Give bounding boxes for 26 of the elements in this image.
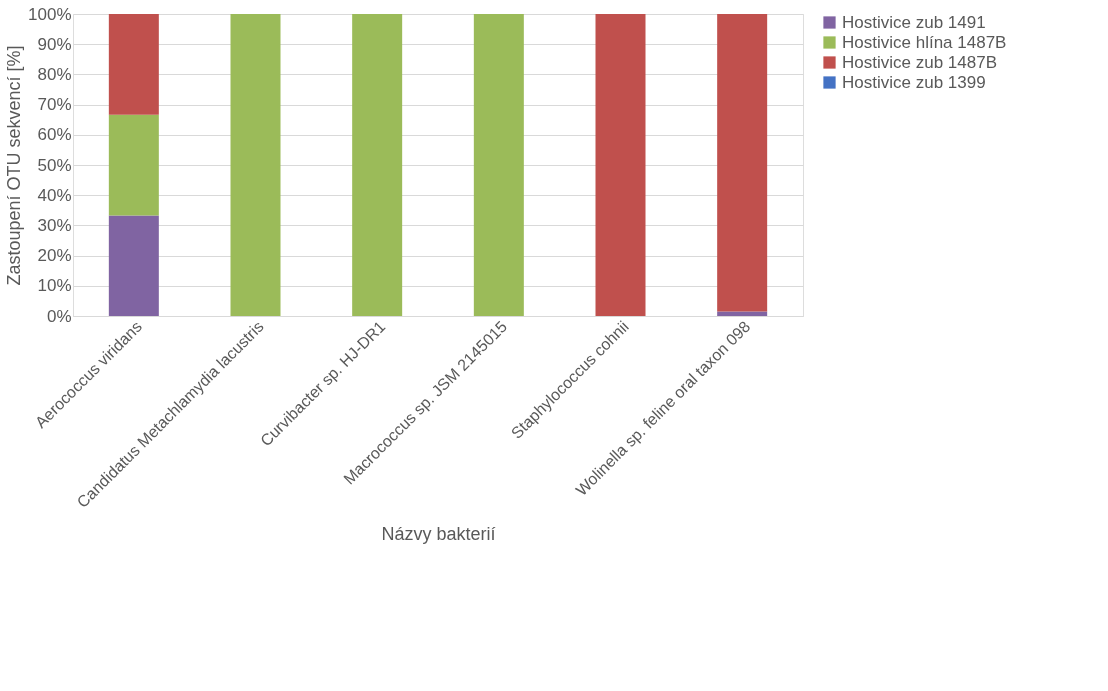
legend-label: Hostivice zub 1487B xyxy=(842,52,997,72)
y-tick-label: 90% xyxy=(37,34,72,54)
y-tick-label: 30% xyxy=(37,215,72,235)
y-axis-title: Zastoupení OTU sekvencí [%] xyxy=(4,45,25,286)
x-axis-title: Názvy bakterií xyxy=(381,523,496,544)
bar xyxy=(108,114,159,216)
y-tick-label: 80% xyxy=(37,64,72,84)
bar xyxy=(230,14,281,316)
bar xyxy=(352,14,403,316)
bar xyxy=(595,14,646,316)
y-tick-label: 70% xyxy=(37,95,72,115)
y-tick-label: 100% xyxy=(28,4,72,24)
legend-label: Hostivice zub 1491 xyxy=(842,12,986,32)
y-tick-label: 60% xyxy=(37,125,72,145)
bar xyxy=(473,14,524,316)
y-tick-label: 20% xyxy=(37,246,72,266)
y-tick-label: 0% xyxy=(46,306,72,326)
bar xyxy=(108,215,159,316)
y-tick-label: 50% xyxy=(37,155,72,175)
y-tick-label: 10% xyxy=(37,276,72,296)
bar xyxy=(108,14,159,115)
legend-label: Hostivice zub 1399 xyxy=(842,72,986,92)
bar xyxy=(717,311,768,316)
legend-label: Hostivice hlína 1487B xyxy=(842,32,1007,52)
bar xyxy=(717,14,768,312)
y-tick-label: 40% xyxy=(37,185,72,205)
